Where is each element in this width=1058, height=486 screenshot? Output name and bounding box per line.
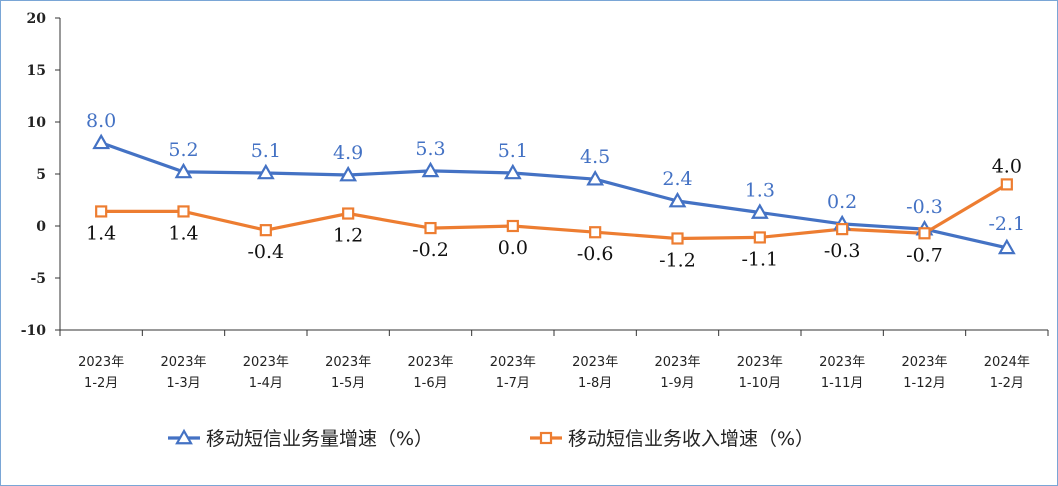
x-tick-label-period: 1-12月 [903,376,946,391]
x-tick-label-period: 1-8月 [578,376,612,391]
series-2-point [753,231,766,244]
series-2-point [589,226,602,239]
series-2-data-label: -1.1 [742,248,779,270]
series-1-point [339,165,358,182]
x-tick-label-year: 2023年 [819,355,865,370]
series-1-point [503,163,522,180]
series-2-data-label: -1.2 [659,249,696,271]
series-1-data-label: 4.9 [333,142,363,164]
series-1-data-label: 5.1 [251,140,281,162]
series-1-point [256,163,275,180]
x-tick-label-period: 1-10月 [739,376,782,391]
x-tick-label-period: 1-9月 [660,376,694,391]
series-1-point [421,161,440,178]
legend-marker-triangle-icon [175,428,193,445]
x-tick-label-period: 1-6月 [413,376,447,391]
x-tick-label-year: 2023年 [407,355,453,370]
series-2-point [918,227,931,240]
series-1-point [750,203,769,219]
series-1-point [586,169,605,186]
x-tick-label-period: 1-4月 [249,376,283,391]
x-tick-label-year: 2023年 [243,355,289,370]
series-1-point [997,238,1016,255]
series-2-point [671,232,684,245]
legend-label-1: 移动短信业务量增速（%） [206,428,433,450]
x-tick-label-period: 1-7月 [496,376,530,391]
series-2-data-label: 0.0 [498,237,528,259]
series-2-data-label: -0.2 [412,239,449,261]
series-1-data-label: 5.2 [168,139,198,161]
x-tick-label-year: 2023年 [160,355,206,370]
y-tick-label: 10 [27,115,47,131]
series-2-data-label: -0.4 [248,241,285,263]
series-2-data-label: -0.6 [577,243,614,265]
series-2-data-label: -0.3 [824,240,861,262]
x-tick-label-year: 2024年 [984,355,1030,370]
x-tick-label-period: 1-2月 [990,376,1024,391]
series-2-data-label: 1.4 [168,222,198,244]
series-1-point [92,133,111,150]
series-2-point [342,207,355,220]
x-tick-label-year: 2023年 [901,355,947,370]
x-tick-label-year: 2023年 [572,355,618,370]
x-tick-label-year: 2023年 [325,355,371,370]
series-1-point [668,191,687,208]
y-tick-label: 0 [36,219,46,235]
series-1-data-label: 8.0 [86,110,116,132]
legend-label-2: 移动短信业务收入增速（%） [568,428,814,450]
series-2-point [95,205,108,218]
y-tick-label: 20 [27,11,47,27]
series-2-point [506,219,519,233]
x-tick-label-period: 1-5月 [331,376,365,391]
series-2-data-label: -0.7 [906,244,943,266]
series-1-data-label: 1.3 [745,179,775,201]
x-tick-label-period: 1-2月 [84,376,118,391]
x-tick-label-year: 2023年 [654,355,700,370]
series-2-point [177,205,190,218]
series-1-data-label: 0.2 [827,191,857,213]
series-1-data-label: -0.3 [906,196,943,218]
y-tick-label: 5 [36,167,46,183]
series-line-2 [101,183,1008,241]
series-2-data-label: 1.2 [333,225,363,247]
series-line-1 [100,141,1008,250]
series-2-point [259,224,272,237]
x-tick-label-period: 1-3月 [166,376,200,391]
legend-marker-square-icon [539,431,553,445]
x-tick-label-period: 1-11月 [821,376,864,391]
x-tick-label-year: 2023年 [490,355,536,370]
series-1-data-label: 4.5 [580,146,610,168]
series-1-data-label: 5.1 [498,140,528,162]
y-tick-label: -10 [21,323,47,339]
y-tick-label: -5 [30,271,46,287]
series-2-point [836,223,849,236]
series-2-point [1000,178,1013,191]
series-1-data-label: 2.4 [662,168,692,190]
series-2-data-label: 4.0 [992,155,1022,177]
series-1-data-label: -2.1 [989,213,1026,235]
x-tick-label-year: 2023年 [737,355,783,370]
series-1-data-label: 5.3 [415,138,445,160]
series-2-point [424,221,437,235]
series-1-point [174,162,193,179]
x-tick-label-year: 2023年 [78,355,124,370]
y-tick-label: 15 [27,63,46,79]
series-2-data-label: 1.4 [86,222,116,244]
